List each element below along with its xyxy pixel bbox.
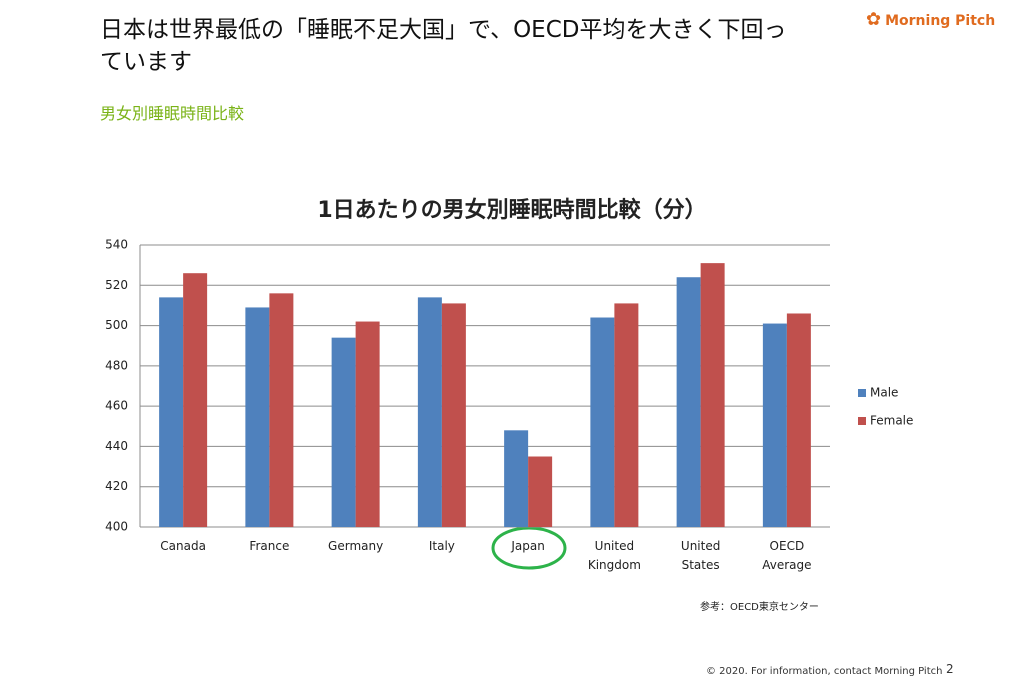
y-tick-label: 440 bbox=[105, 439, 128, 453]
logo: ✿ Morning Pitch bbox=[866, 9, 995, 30]
page-number: 2 bbox=[946, 662, 954, 676]
footer: © 2020. For information, contact Morning… bbox=[706, 666, 943, 677]
bar bbox=[676, 277, 701, 527]
x-tick-label: Canada bbox=[160, 539, 206, 553]
bar bbox=[355, 321, 380, 527]
x-tick-label: United Kingdom bbox=[587, 539, 641, 572]
bar bbox=[762, 323, 787, 527]
x-tick-label-box: Germany bbox=[328, 539, 384, 553]
legend-label: Male bbox=[870, 386, 898, 400]
source: 参考：OECD東京センター bbox=[700, 600, 819, 613]
chart-title: 1日あたりの男女別睡眠時間比較（分） bbox=[317, 197, 706, 223]
headline: 日本は世界最低の「睡眠不足大国」で、OECD平均を大きく下回っています bbox=[100, 17, 787, 75]
bar bbox=[245, 307, 270, 527]
x-tick-label-box: Italy bbox=[428, 539, 455, 553]
x-tick-label-box: Japan bbox=[511, 539, 545, 553]
x-tick-label: Japan bbox=[511, 539, 545, 553]
x-tick-label-box: France bbox=[249, 539, 290, 553]
bar bbox=[331, 337, 356, 527]
x-tick-label: Italy bbox=[428, 539, 455, 553]
subtitle: 男女別睡眠時間比較 bbox=[100, 104, 245, 123]
bar bbox=[614, 303, 639, 527]
x-tick-label-box: United States bbox=[680, 539, 721, 572]
y-tick-label: 520 bbox=[105, 278, 128, 292]
bar bbox=[159, 297, 184, 527]
x-tick-label-box: Canada bbox=[160, 539, 206, 553]
bar bbox=[528, 456, 553, 527]
x-tick-label-box: United Kingdom bbox=[587, 539, 641, 572]
y-tick-label: 480 bbox=[105, 358, 128, 372]
y-tick-label: 500 bbox=[105, 318, 128, 332]
bar bbox=[700, 263, 725, 527]
x-tick-label: OECD Average bbox=[762, 539, 812, 572]
x-tick-label: United States bbox=[680, 539, 721, 572]
legend-swatch bbox=[858, 389, 866, 397]
bar bbox=[269, 293, 294, 527]
bar bbox=[590, 317, 615, 527]
bar bbox=[441, 303, 466, 527]
bar bbox=[417, 297, 442, 527]
y-tick-label: 460 bbox=[105, 399, 128, 413]
legend-label: Female bbox=[870, 414, 913, 428]
y-tick-label: 400 bbox=[105, 520, 128, 534]
y-tick-label: 540 bbox=[105, 238, 128, 252]
bar bbox=[183, 273, 208, 527]
y-tick-label: 420 bbox=[105, 479, 128, 493]
x-tick-label: France bbox=[249, 539, 290, 553]
bar bbox=[786, 313, 811, 527]
logo-text: Morning Pitch bbox=[885, 13, 996, 29]
highlight-circle bbox=[491, 526, 567, 570]
x-tick-label: Germany bbox=[328, 539, 384, 553]
bar bbox=[504, 430, 529, 527]
x-tick-label-box: OECD Average bbox=[762, 539, 812, 572]
logo-icon: ✿ bbox=[866, 9, 882, 30]
legend-swatch bbox=[858, 417, 866, 425]
